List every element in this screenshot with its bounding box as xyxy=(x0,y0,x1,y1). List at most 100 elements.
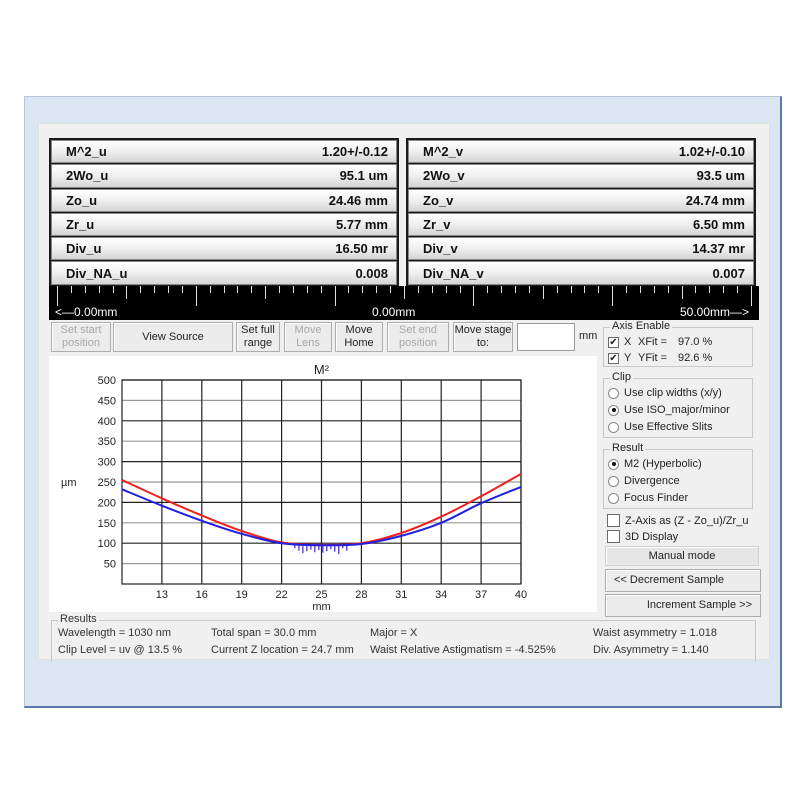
clip-option-label: Use ISO_major/minor xyxy=(624,404,730,416)
ruler-tick xyxy=(168,286,170,293)
y-tick-label: 150 xyxy=(98,518,116,530)
ruler-tick xyxy=(154,286,156,293)
ruler-tick xyxy=(209,286,211,293)
decrement-sample-button[interactable]: << Decrement Sample xyxy=(605,569,761,592)
z-axis-normalized-option[interactable]: Z-Axis as (Z - Zo_u)/Zr_u xyxy=(607,514,748,527)
x-tick-label: 19 xyxy=(236,589,248,601)
ruler-tick xyxy=(584,286,586,293)
m2-chart: 50 100 150 200 250 300 350 400 450 500 13 16 19 22 25 2… xyxy=(49,356,597,613)
result-radio[interactable] xyxy=(608,492,619,504)
results-title: Results xyxy=(58,613,99,625)
param-value: 95.1 um xyxy=(339,168,388,184)
3d-display-checkbox[interactable] xyxy=(607,530,620,543)
ruler-tick xyxy=(251,286,253,293)
waist-asymmetry-text: Waist asymmetry = 1.018 xyxy=(593,627,717,639)
param-label: Zr_v xyxy=(423,217,451,233)
ruler-right-label: 50.00mm—> xyxy=(679,305,749,319)
ruler-tick xyxy=(265,286,267,299)
ruler-tick xyxy=(348,286,350,293)
x-tick-label: 16 xyxy=(196,589,208,601)
major-axis-text: Major = X xyxy=(370,627,418,639)
ruler-tick xyxy=(515,286,517,293)
clip-option-2[interactable]: Use Effective Slits xyxy=(608,421,712,433)
param-label: Zo_u xyxy=(66,192,98,208)
x-axis-checkbox[interactable]: ✔ xyxy=(608,336,619,348)
param-label: Div_v xyxy=(423,241,458,257)
param-label: Div_NA_v xyxy=(423,265,484,281)
move-home-button[interactable]: Move Home xyxy=(335,322,383,352)
set-full-range-button[interactable]: Set full range xyxy=(236,322,280,352)
stage-position-ruler[interactable]: <—0.00mm 0.00mm 50.00mm—> xyxy=(49,286,759,320)
y-axis-label: Y xyxy=(624,352,632,364)
ruler-tick xyxy=(181,286,183,293)
ruler-tick xyxy=(98,286,100,293)
param-row-2wo-v: 2Wo_v 93.5 um xyxy=(408,164,754,188)
set-end-position-button[interactable]: Set end position xyxy=(387,322,449,352)
x-tick-label: 22 xyxy=(275,589,287,601)
results-group: Results Wavelength = 1030 nm Clip Level … xyxy=(51,613,756,662)
clip-radio[interactable] xyxy=(608,421,619,433)
waist-astigmatism-text: Waist Relative Astigmatism = -4.525% xyxy=(370,644,556,656)
param-row-div-u: Div_u 16.50 mr xyxy=(51,237,397,261)
ruler-tick xyxy=(473,286,475,306)
axis-enable-title: Axis Enable xyxy=(610,320,673,332)
u-axis-parameters: M^2_u 1.20+/-0.12 2Wo_u 95.1 um Zo_u 24.46 mm… xyxy=(49,138,399,287)
ruler-tick xyxy=(556,286,558,293)
3d-display-option[interactable]: 3D Display xyxy=(607,530,678,543)
ruler-tick xyxy=(57,286,58,306)
ruler-tick xyxy=(84,286,86,293)
clip-option-1[interactable]: Use ISO_major/minor xyxy=(608,404,730,416)
move-stage-to-button[interactable]: Move stage to: xyxy=(453,322,513,352)
clip-radio[interactable] xyxy=(608,404,619,416)
clip-radio[interactable] xyxy=(608,387,619,399)
y-tick-label: 250 xyxy=(98,477,116,489)
y-axis-label: µm xyxy=(61,477,77,489)
ruler-tick xyxy=(667,286,669,293)
ruler-tick xyxy=(542,286,544,299)
result-radio[interactable] xyxy=(608,475,619,487)
param-label: M^2_v xyxy=(423,144,464,160)
x-tick-label: 40 xyxy=(515,589,527,601)
param-label: 2Wo_u xyxy=(66,168,109,184)
y-axis-checkbox[interactable]: ✔ xyxy=(608,352,619,364)
ruler-tick xyxy=(459,286,461,293)
increment-sample-button[interactable]: Increment Sample >> xyxy=(605,594,761,617)
result-option-2[interactable]: Focus Finder xyxy=(608,492,688,504)
stage-position-input[interactable] xyxy=(517,323,575,351)
ruler-tick xyxy=(404,286,405,299)
param-row-2wo-u: 2Wo_u 95.1 um xyxy=(51,164,397,188)
plot-frame xyxy=(121,379,522,585)
y-tick-label: 450 xyxy=(98,395,116,407)
y-tick-label: 200 xyxy=(98,497,116,509)
clip-option-0[interactable]: Use clip widths (x/y) xyxy=(608,387,722,399)
param-row-m-2-u: M^2_u 1.20+/-0.12 xyxy=(51,140,397,164)
ruler-center-label: 0.00mm xyxy=(372,305,416,319)
param-row-div-na-v: Div_NA_v 0.007 xyxy=(408,261,754,285)
manual-mode-button[interactable]: Manual mode xyxy=(605,546,759,566)
wavelength-text: Wavelength = 1030 nm xyxy=(58,627,172,639)
result-option-0[interactable]: M2 (Hyperbolic) xyxy=(608,458,702,470)
set-start-position-button[interactable]: Set start position xyxy=(51,322,111,352)
z-axis-normalized-checkbox[interactable] xyxy=(607,514,620,527)
ruler-tick xyxy=(195,286,197,306)
ruler-tick xyxy=(487,286,489,293)
param-row-zo-v: Zo_v 24.74 mm xyxy=(408,188,754,212)
ruler-tick xyxy=(570,286,572,293)
move-lens-button[interactable]: Move Lens xyxy=(284,322,332,352)
param-value: 0.008 xyxy=(355,265,388,281)
view-source-button[interactable]: View Source xyxy=(113,322,233,352)
ruler-tick xyxy=(390,286,392,293)
clip-option-label: Use clip widths (x/y) xyxy=(624,387,722,399)
param-row-div-na-u: Div_NA_u 0.008 xyxy=(51,261,397,285)
x-tick-label: 13 xyxy=(156,589,168,601)
param-value: 24.46 mm xyxy=(328,192,388,208)
result-option-1[interactable]: Divergence xyxy=(608,475,680,487)
ruler-tick xyxy=(445,286,447,293)
result-radio[interactable] xyxy=(608,458,619,470)
param-value: 5.77 mm xyxy=(335,217,388,233)
series-1-line xyxy=(121,485,522,547)
clip-group: Clip Use clip widths (x/y) Use ISO_major/… xyxy=(603,371,753,438)
y-fit-label: YFit = xyxy=(638,352,668,364)
ruler-tick xyxy=(695,286,697,293)
x-tick-label: 25 xyxy=(315,589,327,601)
